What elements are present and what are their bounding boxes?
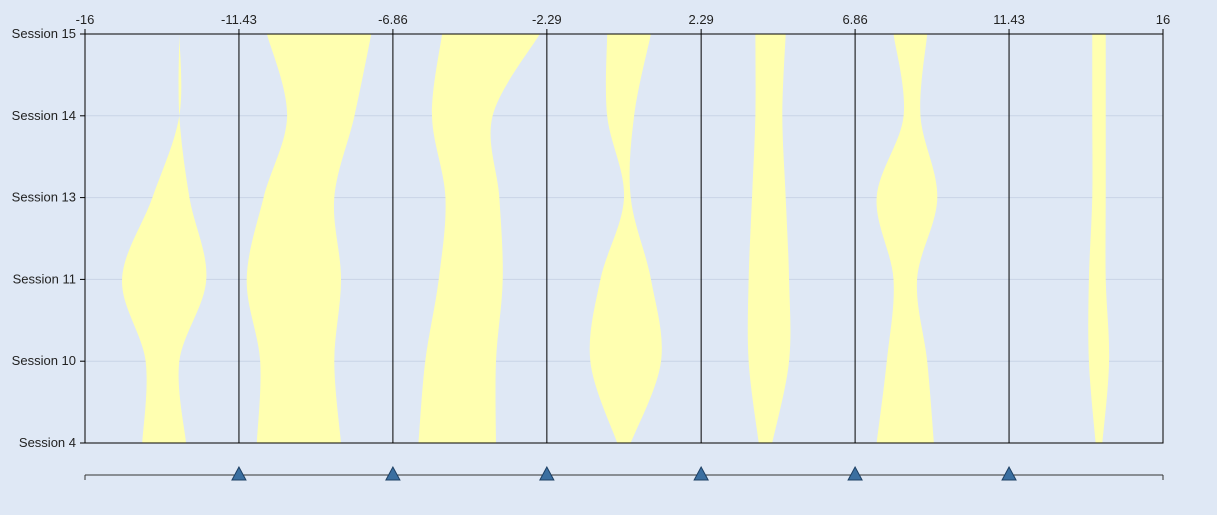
x-tick-label: -6.86 bbox=[378, 12, 408, 27]
slider-handle[interactable] bbox=[693, 465, 709, 481]
slider-handle[interactable] bbox=[385, 465, 401, 481]
band-3 bbox=[418, 34, 540, 443]
band-7 bbox=[1088, 34, 1110, 443]
plot-border bbox=[84, 33, 1164, 444]
band-6 bbox=[876, 34, 938, 443]
y-tick-label: Session 14 bbox=[12, 108, 76, 123]
slider-handle[interactable] bbox=[1001, 465, 1017, 481]
x-tick-label: 2.29 bbox=[688, 12, 713, 27]
y-tick-label: Session 13 bbox=[12, 190, 76, 205]
x-tick-label: -16 bbox=[76, 12, 95, 27]
x-tick-label: -2.29 bbox=[532, 12, 562, 27]
band-5 bbox=[747, 34, 791, 443]
x-tick-label: 16 bbox=[1156, 12, 1170, 27]
slider-handle[interactable] bbox=[539, 465, 555, 481]
band-2 bbox=[246, 34, 372, 443]
slider-handle[interactable] bbox=[231, 465, 247, 481]
y-tick-label: Session 15 bbox=[12, 26, 76, 41]
x-tick-label: -11.43 bbox=[221, 12, 257, 27]
y-tick-label: Session 11 bbox=[13, 271, 76, 286]
slider-handle[interactable] bbox=[847, 465, 863, 481]
band-1 bbox=[122, 34, 207, 443]
x-tick-label: 6.86 bbox=[842, 12, 867, 27]
band-4 bbox=[589, 34, 662, 443]
y-tick-label: Session 4 bbox=[19, 435, 76, 450]
x-tick-label: 11.43 bbox=[993, 12, 1025, 27]
y-tick-label: Session 10 bbox=[12, 353, 76, 368]
